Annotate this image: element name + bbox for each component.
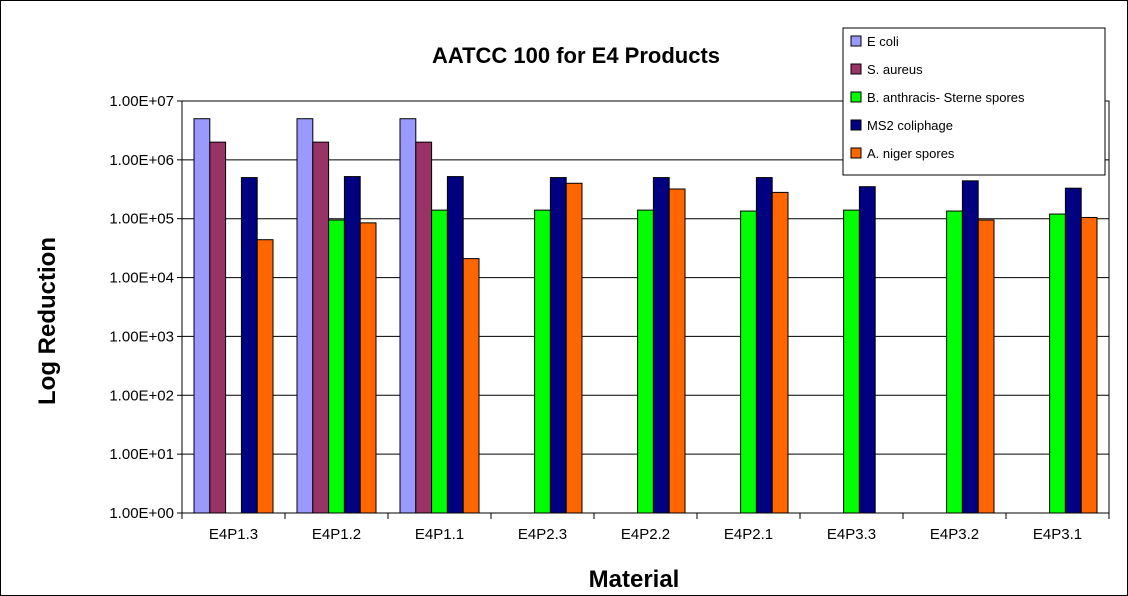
bar-E4P2-3-series-3 bbox=[534, 209, 551, 514]
bar-E4P3-2-series-5 bbox=[977, 219, 995, 514]
bar-E4P1-1-series-2 bbox=[415, 141, 433, 514]
legend-box bbox=[842, 27, 1106, 176]
legend-swatch bbox=[850, 35, 862, 47]
bar-E4P1-3-series-2 bbox=[209, 141, 227, 514]
y-tick-label: 1.00E+06 bbox=[109, 152, 174, 169]
bar-E4P2-1-series-4 bbox=[755, 177, 773, 514]
y-tick-label: 1.00E+00 bbox=[109, 505, 174, 522]
y-tick-label: 1.00E+07 bbox=[109, 93, 174, 110]
bar-E4P2-2-series-5 bbox=[668, 188, 686, 514]
bar-E4P1-3-series-4 bbox=[240, 177, 258, 514]
bar-E4P1-1-series-1 bbox=[399, 118, 417, 514]
bar-E4P2-3-series-5 bbox=[565, 182, 583, 514]
legend-swatch bbox=[850, 63, 862, 75]
bar-E4P3-1-series-3 bbox=[1049, 213, 1066, 514]
bar-E4P3-3-series-3 bbox=[843, 209, 860, 514]
bar-E4P2-2-series-3 bbox=[637, 209, 654, 514]
bar-E4P1-3-series-1 bbox=[193, 118, 211, 514]
legend-swatch bbox=[850, 91, 862, 103]
bar-E4P2-2-series-4 bbox=[652, 177, 670, 514]
bar-E4P2-1-series-5 bbox=[771, 191, 789, 514]
legend-label: S. aureus bbox=[867, 62, 923, 77]
x-axis-title: Material bbox=[589, 566, 680, 593]
x-tick-label: E4P2.2 bbox=[621, 526, 670, 543]
bar-E4P3-2-series-3 bbox=[946, 210, 963, 514]
x-tick-labels: E4P1.3 E4P1.2 E4P1.1 E4P2.3 E4P2.2 E4P2.1 E4P3… bbox=[181, 513, 1110, 543]
axes bbox=[181, 100, 1110, 514]
y-tick-label: 1.00E+05 bbox=[109, 211, 174, 228]
y-tick-labels: 1.00E+00 1.00E+01 1.00E+02 1.00E+03 1.00E+04… bbox=[109, 93, 182, 522]
bar-E4P1-2-series-2 bbox=[312, 141, 330, 514]
legend-label: E coli bbox=[867, 34, 899, 49]
y-axis-title: Log Reduction bbox=[34, 237, 61, 405]
bar-E4P3-1-series-4 bbox=[1064, 187, 1082, 514]
bar-E4P3-1-series-5 bbox=[1080, 216, 1098, 514]
legend-swatch bbox=[850, 119, 862, 131]
bars bbox=[193, 118, 1098, 514]
legend: E coli S. aureus B. anthracis- Sterne spor… bbox=[842, 27, 1106, 176]
bar-E4P1-1-series-4 bbox=[446, 176, 464, 514]
x-tick-label: E4P1.1 bbox=[415, 526, 464, 543]
y-tick-label: 1.00E+03 bbox=[109, 328, 174, 345]
bar-E4P1-3-series-5 bbox=[256, 239, 274, 514]
bar-E4P3-3-series-4 bbox=[858, 186, 876, 514]
y-tick-label: 1.00E+01 bbox=[109, 446, 174, 463]
x-tick-label: E4P3.1 bbox=[1033, 526, 1082, 543]
bar-E4P1-2-series-5 bbox=[359, 222, 377, 514]
bar-E4P2-1-series-3 bbox=[740, 210, 757, 514]
bar-E4P1-2-series-3 bbox=[328, 219, 345, 514]
chart-title: AATCC 100 for E4 Products bbox=[432, 43, 720, 68]
x-tick-label: E4P2.3 bbox=[518, 526, 567, 543]
y-tick-label: 1.00E+04 bbox=[109, 270, 174, 287]
y-tick-label: 1.00E+02 bbox=[109, 387, 174, 404]
bar-E4P1-1-series-3 bbox=[431, 209, 448, 514]
x-tick-label: E4P1.3 bbox=[209, 526, 258, 543]
bar-E4P1-1-series-5 bbox=[462, 258, 480, 514]
x-tick-label: E4P1.2 bbox=[312, 526, 361, 543]
x-tick-label: E4P3.3 bbox=[827, 526, 876, 543]
x-tick-label: E4P2.1 bbox=[724, 526, 773, 543]
legend-swatch bbox=[850, 147, 862, 159]
legend-label: B. anthracis- Sterne spores bbox=[867, 90, 1025, 105]
bar-E4P1-2-series-4 bbox=[343, 176, 361, 514]
bar-E4P2-3-series-4 bbox=[549, 177, 567, 514]
bar-E4P3-2-series-4 bbox=[961, 180, 979, 514]
plot-area-border bbox=[181, 100, 1110, 514]
legend-label: A. niger spores bbox=[867, 146, 955, 161]
bar-E4P1-2-series-1 bbox=[296, 118, 314, 514]
legend-label: MS2 coliphage bbox=[867, 118, 953, 133]
x-tick-label: E4P3.2 bbox=[930, 526, 979, 543]
